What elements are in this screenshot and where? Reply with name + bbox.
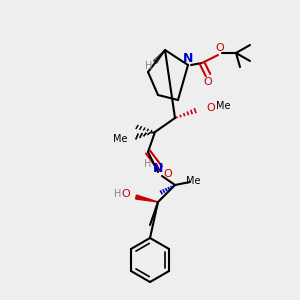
Text: N: N [183,52,193,65]
Text: Me: Me [112,134,127,144]
Text: H: H [114,189,122,199]
Text: O: O [216,43,224,53]
Text: O: O [207,103,215,113]
Text: O: O [204,77,212,87]
Text: H: H [145,61,153,71]
Text: Me: Me [186,176,200,186]
Polygon shape [136,195,158,202]
Text: Me: Me [216,101,230,111]
Text: N: N [153,161,163,175]
Polygon shape [154,50,165,63]
Text: H: H [144,159,152,169]
Text: O: O [122,189,130,199]
Text: O: O [164,169,172,179]
